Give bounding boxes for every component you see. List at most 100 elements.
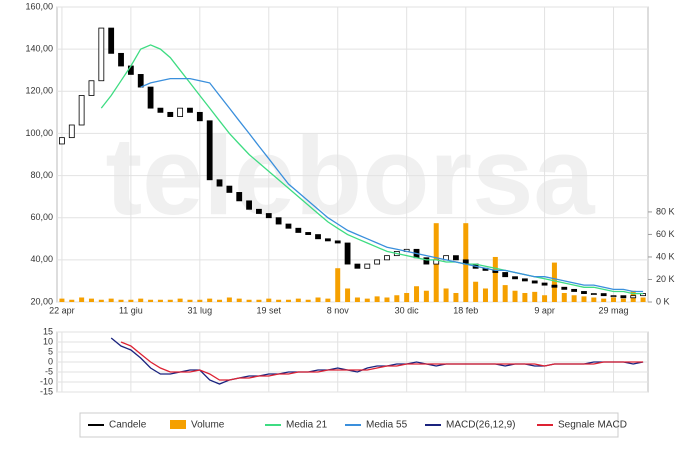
volume-bar [591, 297, 597, 302]
y-tick-label: 5 [48, 346, 53, 356]
volume-bar [512, 290, 518, 302]
volume-bar [276, 299, 282, 302]
candle [236, 192, 243, 202]
candle [68, 124, 75, 139]
candle [541, 282, 548, 286]
volume-bar [256, 299, 262, 302]
y-tick-label: 0 [48, 356, 53, 366]
volume-bar [207, 298, 213, 302]
candle [354, 263, 361, 269]
candle [630, 295, 637, 299]
y2-tick-label: 40 K [656, 251, 675, 261]
volume-bar [581, 296, 587, 302]
y-tick-label: 15 [43, 326, 53, 336]
volume-bar [404, 292, 410, 302]
legend-label[interactable]: Segnale MACD [558, 420, 627, 431]
volume-bar [482, 288, 488, 302]
candle [265, 213, 272, 219]
x-tick-label: 29 mag [599, 305, 629, 315]
candle [620, 295, 627, 299]
line-series [140, 77, 644, 293]
candle [206, 120, 213, 181]
volume-bar [88, 298, 94, 302]
candle [295, 227, 302, 233]
volume-bar [226, 297, 232, 302]
legend-swatch[interactable] [170, 420, 186, 429]
candle [98, 27, 105, 82]
candle [305, 232, 312, 235]
candle [78, 95, 85, 126]
x-tick-label: 9 apr [534, 305, 555, 315]
line-series [110, 337, 644, 385]
candle [226, 185, 233, 193]
candle [374, 259, 381, 265]
candle [423, 257, 430, 265]
candle [187, 107, 193, 113]
candle [344, 242, 351, 265]
y-tick-label: 140,00 [25, 44, 53, 54]
volume-bar [601, 298, 607, 302]
legend-label[interactable]: Media 55 [366, 420, 408, 431]
candle [167, 111, 174, 117]
candle [127, 65, 134, 75]
legend-label[interactable]: MACD(26,12,9) [446, 420, 515, 431]
candle [521, 278, 528, 282]
volume-bar [542, 295, 548, 302]
candle [364, 263, 371, 269]
y-tick-label: 40,00 [30, 254, 53, 264]
y-tick-label: -15 [40, 386, 53, 396]
candle [177, 107, 184, 117]
volume-bar [295, 298, 301, 302]
volume-bar [423, 290, 429, 302]
volume-bar [167, 299, 173, 302]
x-tick-label: 31 lug [188, 305, 213, 315]
volume-bar [611, 297, 617, 302]
volume-bar [364, 298, 370, 302]
volume-bar [473, 281, 479, 302]
candle [196, 111, 203, 122]
candle [610, 295, 617, 298]
y-tick-label: 80,00 [30, 170, 53, 180]
volume-bar [492, 256, 498, 302]
candle [600, 293, 607, 297]
volume-bar [177, 298, 183, 302]
volume-bar [98, 299, 104, 302]
legend-label[interactable]: Media 21 [286, 420, 328, 431]
candle [216, 179, 223, 187]
candle [581, 291, 587, 294]
volume-bar [197, 299, 203, 302]
candle [147, 86, 154, 109]
y-tick-label: 120,00 [25, 86, 53, 96]
volume-bar [414, 286, 420, 302]
volume-bar [551, 262, 557, 302]
candle [256, 208, 262, 214]
legend-label[interactable]: Volume [191, 420, 225, 431]
candle [384, 255, 390, 261]
volume-bar [79, 297, 85, 302]
candle [315, 234, 321, 240]
legend-label[interactable]: Candele [109, 420, 147, 431]
volume-bar [453, 292, 459, 302]
volume-bar [522, 292, 528, 302]
y-tick-label: -5 [45, 366, 53, 376]
volume-bar [187, 299, 193, 302]
y2-tick-label: 60 K [656, 229, 675, 239]
volume-bar [305, 299, 311, 302]
y-tick-label: 60,00 [30, 212, 53, 222]
candle [551, 284, 558, 288]
candle [137, 74, 144, 88]
volume-bar [108, 298, 114, 302]
volume-bar [217, 299, 223, 302]
candle [561, 286, 568, 290]
y-tick-label: 100,00 [25, 128, 53, 138]
y-tick-label: 160,00 [25, 1, 53, 11]
candle [118, 52, 124, 67]
candle [59, 137, 65, 145]
volume-bar [532, 291, 538, 302]
candle [275, 217, 282, 225]
volume-bar [394, 295, 400, 302]
candle [88, 80, 95, 96]
volume-bar [236, 298, 242, 302]
volume-bar [502, 285, 508, 302]
